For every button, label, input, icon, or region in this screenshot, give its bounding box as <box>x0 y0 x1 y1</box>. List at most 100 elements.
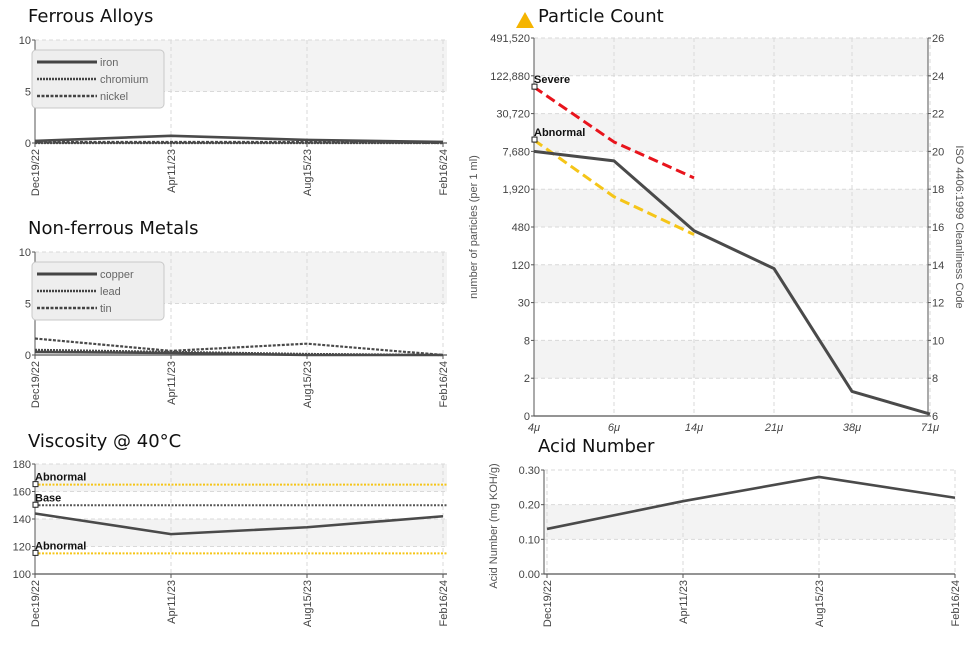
particle-y2-y-tick: 22 <box>932 109 944 121</box>
chart-title-nonferrous: Non-ferrous Metals <box>28 218 199 239</box>
particle-y-tick: 8 <box>524 335 530 347</box>
viscosity-limit-label: Base <box>35 492 61 504</box>
particle-y2-label: ISO 4406:1999 Cleanliness Code <box>953 145 965 308</box>
acid-series-line <box>546 475 956 531</box>
particle-y2-y-tick: 14 <box>932 260 944 272</box>
acid-x-tick: Dec19/22 <box>542 580 554 627</box>
particle-y-tick: 2 <box>524 373 530 385</box>
particle-y2-y-tick: 10 <box>932 335 944 347</box>
particle-limit-severe <box>533 85 695 180</box>
particle-y-tick: 0 <box>524 411 530 423</box>
nonferrous-legend-item: lead <box>100 286 121 298</box>
particle-y2-y-tick: 16 <box>932 222 944 234</box>
acid-y-label: Acid Number (mg KOH/g) <box>488 463 500 588</box>
particle-y2-y-tick: 18 <box>932 184 944 196</box>
ferrous-legend-item: chromium <box>100 74 148 86</box>
viscosity-y-tick: 100 <box>13 569 31 581</box>
acid-y-tick: 0.30 <box>519 465 540 477</box>
nonferrous-legend: copper lead tin <box>31 261 165 321</box>
acid-x-tick: Feb16/24 <box>950 580 962 626</box>
nonferrous-y-tick: 5 <box>25 299 31 311</box>
particle-limit-marker <box>531 136 538 143</box>
particle-y-label: number of particles (per 1 ml) <box>468 155 480 299</box>
ferrous-y-tick: 10 <box>19 35 31 47</box>
acid-x-tick: Apr11/23 <box>678 580 690 624</box>
particle-y-tick: 480 <box>512 222 530 234</box>
particle-x-tick: 21μ <box>764 422 783 434</box>
viscosity-limit-marker <box>32 481 39 488</box>
particle-limit-label: Severe <box>534 74 570 86</box>
nonferrous-legend-item: tin <box>100 303 112 315</box>
particle-x-tick: 71μ <box>921 422 939 434</box>
acid-y-tick: 0.10 <box>519 534 540 546</box>
viscosity-y-tick: 120 <box>13 542 31 554</box>
particle-y-tick: 491,520 <box>490 33 530 45</box>
particle-band <box>534 38 928 76</box>
ferrous-legend: iron chromium nickel <box>31 49 165 109</box>
nonferrous-x-tick: Apr11/23 <box>166 361 178 405</box>
viscosity-band <box>35 464 447 492</box>
particle-y-tick: 1,920 <box>502 184 530 196</box>
ferrous-series-nickel <box>35 140 444 145</box>
viscosity-x-tick: Dec19/22 <box>30 580 42 627</box>
nonferrous-series-tin <box>34 337 444 357</box>
ferrous-legend-item: nickel <box>100 91 128 103</box>
particle-y2-y-tick: 8 <box>932 373 938 385</box>
particle-limit-label: Abnormal <box>534 127 585 139</box>
nonferrous-legend-box <box>31 261 165 321</box>
particle-grid <box>533 37 931 417</box>
ferrous-legend-box <box>31 49 165 109</box>
particle-x-tick: 38μ <box>843 422 861 434</box>
particle-x-tick: 14μ <box>685 422 703 434</box>
viscosity-y-tick: 180 <box>13 459 31 471</box>
ferrous-y-tick: 5 <box>25 87 31 99</box>
nonferrous-x-tick: Dec19/22 <box>30 361 42 408</box>
acid-band <box>544 504 955 540</box>
acid-grid <box>543 469 956 575</box>
viscosity-x-tick: Feb16/24 <box>438 580 450 626</box>
particle-y2-y-tick: 20 <box>932 146 944 158</box>
viscosity-limit-marker <box>32 501 39 508</box>
particle-y-tick: 30,720 <box>496 109 530 121</box>
particle-band <box>534 340 928 379</box>
viscosity-series-line <box>34 512 444 536</box>
nonferrous-legend-item: copper <box>100 269 134 281</box>
particle-y2-y-tick: 12 <box>932 298 944 310</box>
particle-band <box>534 189 928 227</box>
ferrous-x-tick: Feb16/24 <box>438 149 450 195</box>
acid-x-tick: Aug15/23 <box>814 580 826 627</box>
particle-limit-abnormal <box>533 138 695 236</box>
ferrous-y-tick: 0 <box>25 138 31 150</box>
viscosity-limit-label: Abnormal <box>35 540 86 552</box>
particle-y2-y-tick: 24 <box>932 71 944 83</box>
acid-y-tick: 0.00 <box>519 569 540 581</box>
chart-title-acid: Acid Number <box>538 436 655 457</box>
particle-limit-marker <box>531 83 538 90</box>
viscosity-grid <box>34 463 447 575</box>
chart-title-viscosity: Viscosity @ 40°C <box>28 431 182 452</box>
particle-series-line <box>533 149 931 416</box>
chart-title-ferrous: Ferrous Alloys <box>28 6 154 27</box>
ferrous-x-tick: Aug15/23 <box>302 149 314 196</box>
ferrous-legend-item: iron <box>100 57 118 69</box>
viscosity-x-tick: Aug15/23 <box>302 580 314 627</box>
ferrous-series-iron <box>34 134 444 144</box>
particle-x-tick: 6μ <box>608 422 620 434</box>
viscosity-limit-label: Abnormal <box>35 472 86 484</box>
chart-title-particle: Particle Count <box>538 6 664 27</box>
ferrous-x-tick: Apr11/23 <box>166 149 178 193</box>
particle-y2-y-tick: 6 <box>932 411 938 423</box>
particle-y-tick: 30 <box>518 298 530 310</box>
viscosity-x-tick: Apr11/23 <box>166 580 178 624</box>
particle-x-tick: 4μ <box>528 422 540 434</box>
particle-y-tick: 122,880 <box>490 71 530 83</box>
warning-icon <box>516 12 534 28</box>
viscosity-y-tick: 160 <box>13 487 31 499</box>
nonferrous-y-tick: 0 <box>25 350 31 362</box>
nonferrous-x-tick: Feb16/24 <box>438 361 450 407</box>
ferrous-x-tick: Dec19/22 <box>30 149 42 196</box>
particle-y2-y-tick: 26 <box>932 33 944 45</box>
viscosity-y-tick: 140 <box>13 514 31 526</box>
nonferrous-x-tick: Aug15/23 <box>302 361 314 408</box>
